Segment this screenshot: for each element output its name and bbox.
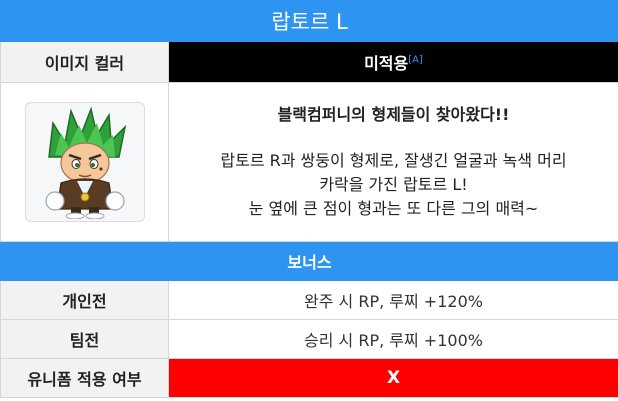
character-portrait-icon [44,106,126,219]
title-row: 랍토르 L [0,0,618,42]
character-headline: 블랙컴퍼니의 형제들이 찾아왔다!! [277,105,510,124]
table-row: 팀전 승리 시 RP, 루찌 +100% [0,319,618,359]
description-line: 랍토르 R과 쌍둥이 형제로, 잘생긴 얼굴과 녹색 머리 [220,151,567,170]
team-race-label: 팀전 [0,319,169,359]
individual-race-label: 개인전 [0,280,169,320]
image-color-label: 이미지 컬러 [0,41,169,83]
description-line: 카락을 가진 랍토르 L! [319,175,468,194]
team-race-value: 승리 시 RP, 루찌 +100% [168,319,618,359]
individual-race-value: 완주 시 RP, 루찌 +120% [168,280,618,320]
uniform-row: 유니폼 적용 여부 X [0,358,618,398]
footnote-link[interactable]: [A] [408,54,423,66]
bonus-header: 보너스 [0,241,618,281]
page-title: 랍토르 L [0,0,618,42]
uniform-label: 유니폼 적용 여부 [0,358,169,398]
character-row: 블랙컴퍼니의 형제들이 찾아왔다!! 랍토르 R과 쌍둥이 형제로, 잘생긴 얼… [0,82,618,242]
image-color-row: 이미지 컬러 미적용[A] [0,41,618,83]
bonus-header-row: 보너스 [0,241,618,281]
character-image-cell [0,82,169,242]
image-color-value: 미적용 [364,54,409,73]
character-image[interactable] [24,102,145,222]
table-row: 개인전 완주 시 RP, 루찌 +120% [0,280,618,320]
character-description: 블랙컴퍼니의 형제들이 찾아왔다!! 랍토르 R과 쌍둥이 형제로, 잘생긴 얼… [168,82,618,242]
image-color-value-cell: 미적용[A] [168,41,618,83]
description-line: 눈 옆에 큰 점이 형과는 또 다른 그의 매력~ [248,199,539,218]
uniform-value: X [168,358,618,398]
